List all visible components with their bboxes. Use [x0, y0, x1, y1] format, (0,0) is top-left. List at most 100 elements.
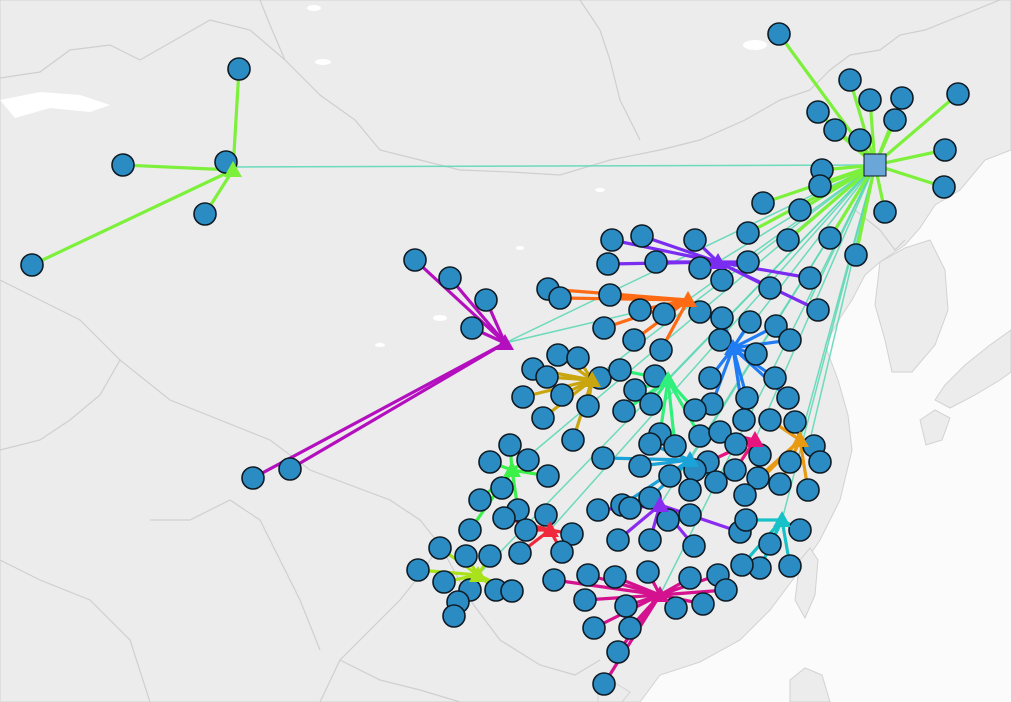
city-node-northeast-4 — [946, 82, 970, 106]
city-node-northeast-19 — [823, 118, 847, 142]
spoke-north-plain-9 — [716, 260, 812, 280]
city-node-east-amber-4 — [746, 466, 770, 490]
city-node-yunnan-3 — [478, 544, 502, 568]
city-node-central-orange-6 — [622, 328, 646, 352]
city-node-south-teal-5 — [778, 554, 802, 578]
city-node-south-pink-3 — [636, 560, 660, 584]
city-node-central-orange-5 — [652, 302, 676, 326]
spoke-west-5 — [288, 341, 507, 471]
city-node-north-plain-8 — [758, 276, 782, 300]
spoke-central-blue-10 — [731, 346, 790, 400]
city-node-south-violet-0 — [586, 498, 610, 522]
city-node-yunnan-0 — [406, 558, 430, 582]
city-node-southwest-green-3 — [536, 464, 560, 488]
city-node-southwest-green-4 — [490, 476, 514, 500]
city-node-south-pink-4 — [678, 566, 702, 590]
city-node-southwest-gold-4 — [550, 383, 574, 407]
city-node-northeast-11 — [751, 191, 775, 215]
spoke-northwest-1 — [121, 163, 235, 172]
city-node-central-blue-6 — [763, 366, 787, 390]
city-node-northeast-15 — [818, 226, 842, 250]
city-node-west-3 — [460, 316, 484, 340]
spoke-northeast-4 — [873, 92, 960, 167]
city-node-central-blue-2 — [764, 314, 788, 338]
city-node-yunnan-8 — [500, 579, 524, 603]
lake-1 — [0, 92, 110, 118]
city-node-south-red-4 — [508, 541, 532, 565]
city-node-northeast-2 — [858, 88, 882, 112]
city-node-northeast-17 — [808, 174, 832, 198]
city-node-east-amber-1 — [783, 410, 807, 434]
border-9 — [579, 0, 641, 141]
city-node-northeast-3 — [890, 86, 914, 110]
city-node-south-violet-4 — [606, 528, 630, 552]
city-node-southwest-green-1 — [498, 433, 522, 457]
city-node-central-orange-4 — [628, 298, 652, 322]
city-node-northeast-5 — [806, 100, 830, 124]
city-node-east-magenta-3 — [723, 458, 747, 482]
border-8 — [259, 0, 286, 61]
city-node-central-blue-0 — [710, 306, 734, 330]
hub-marker-south-violet — [651, 496, 669, 512]
city-node-south-teal-4 — [730, 553, 754, 577]
city-node-central-cyan-1 — [638, 432, 662, 456]
city-node-southwest-green-2 — [516, 448, 540, 472]
city-node-southwest-green-7 — [458, 518, 482, 542]
city-node-west-2 — [474, 288, 498, 312]
city-node-northeast-9 — [932, 175, 956, 199]
hub-marker-north-plain — [709, 253, 727, 269]
city-node-southwest-gold-8 — [561, 428, 585, 452]
spoke-central-orange-2 — [608, 293, 690, 302]
city-node-west-0 — [403, 248, 427, 272]
city-node-central-cyan-3 — [658, 464, 682, 488]
city-node-northeast-10 — [873, 200, 897, 224]
city-node-west-4 — [241, 466, 265, 490]
city-node-central-orange-7 — [649, 338, 673, 362]
city-node-central-cyan-7 — [678, 478, 702, 502]
city-node-south-violet-6 — [682, 534, 706, 558]
hub-marker-south-teal — [773, 511, 791, 527]
city-node-south-red-1 — [514, 518, 538, 542]
lake-4 — [743, 40, 767, 50]
border-5 — [150, 499, 321, 651]
city-node-central-orange-3 — [592, 316, 616, 340]
border-1 — [0, 19, 811, 176]
city-node-south-pink-7 — [614, 594, 638, 618]
city-node-northeast-13 — [788, 198, 812, 222]
spoke-northwest-3 — [30, 168, 235, 267]
hub-marker-southwest-green — [503, 461, 521, 477]
city-node-east-amber-6 — [796, 478, 820, 502]
spoke-northeast-13 — [798, 163, 877, 212]
city-node-south-red-3 — [560, 522, 584, 546]
lake-2 — [315, 59, 331, 65]
lake-5 — [433, 315, 447, 321]
hub-marker-central-cyan — [681, 451, 699, 467]
city-node-south-pink-12 — [606, 640, 630, 664]
city-node-northeast-16 — [776, 228, 800, 252]
city-node-central-orange-1 — [548, 286, 572, 310]
city-node-south-red-5 — [550, 540, 574, 564]
city-node-west-5 — [278, 457, 302, 481]
spoke-northeast-1 — [848, 78, 877, 167]
city-node-south-pink-14 — [714, 578, 738, 602]
philippines — [789, 667, 831, 702]
city-node-southwest-gold-1 — [546, 343, 570, 367]
city-node-north-plain-3 — [596, 252, 620, 276]
city-node-north-plain-1 — [630, 224, 654, 248]
city-node-south-pink-9 — [691, 592, 715, 616]
city-node-east-amber-7 — [808, 450, 832, 474]
city-node-south-red-0 — [492, 506, 516, 530]
city-node-southwest-gold-7 — [531, 406, 555, 430]
city-node-south-pink-8 — [664, 596, 688, 620]
japan — [934, 329, 1011, 409]
city-node-north-plain-5 — [688, 256, 712, 280]
city-node-yunnan-1 — [428, 536, 452, 560]
city-node-northeast-0 — [767, 22, 791, 46]
city-node-central-blue-8 — [735, 386, 759, 410]
city-node-north-plain-10 — [806, 298, 830, 322]
border-3 — [0, 279, 441, 702]
